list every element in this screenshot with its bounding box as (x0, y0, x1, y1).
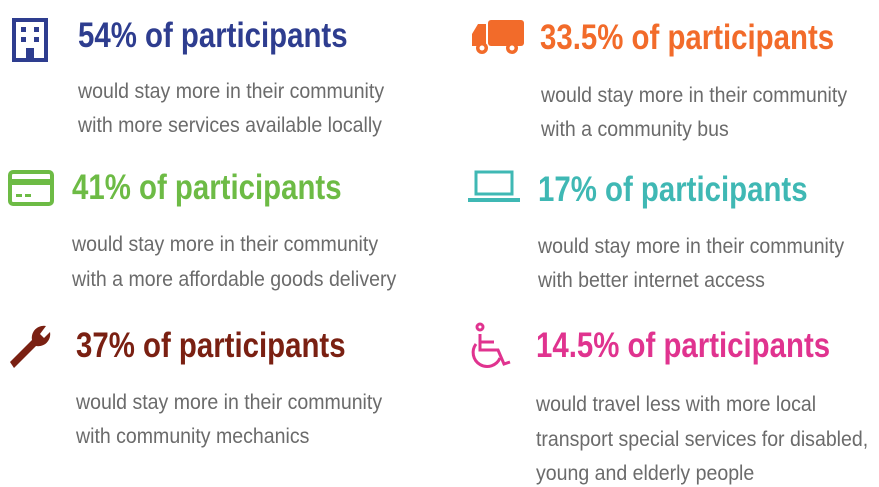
description-line: with more services available locally (78, 114, 382, 137)
description-line: would stay more in their community (76, 391, 383, 414)
laptop-icon (468, 170, 520, 202)
description-line: with community mechanics (76, 425, 310, 448)
description-line: would stay more in their community (78, 80, 385, 103)
card-icon (8, 170, 54, 206)
truck-icon (472, 20, 524, 54)
description-line: would travel less with more local (536, 393, 817, 416)
description-line: would stay more in their community (541, 84, 848, 107)
wheelchair-icon (471, 322, 511, 368)
description-line: young and elderly people (536, 462, 755, 485)
description-line: with a more affordable goods delivery (72, 268, 397, 291)
description-line: would stay more in their community (72, 233, 379, 256)
headline: 41% of participants (72, 168, 342, 207)
headline: 54% of participants (78, 16, 348, 55)
wrench-icon (10, 325, 51, 368)
headline: 37% of participants (76, 326, 346, 365)
description-line: would stay more in their community (538, 235, 845, 258)
description-line: transport special services for disabled, (536, 428, 869, 451)
building-icon (12, 18, 48, 62)
headline: 33.5% of participants (540, 18, 835, 57)
description-line: with better internet access (538, 269, 765, 292)
description-line: with a community bus (541, 118, 729, 141)
headline: 14.5% of participants (536, 326, 831, 365)
headline: 17% of participants (538, 170, 808, 209)
